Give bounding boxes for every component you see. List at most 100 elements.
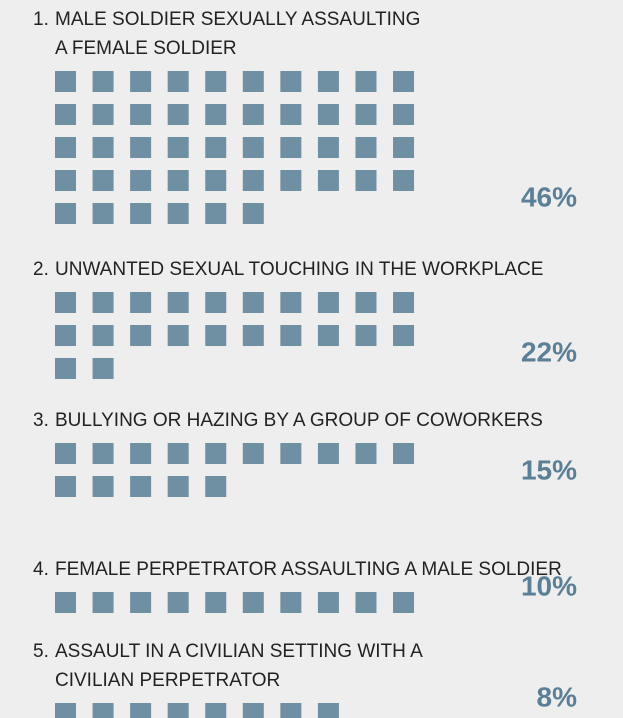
square bbox=[92, 476, 114, 497]
square bbox=[205, 71, 227, 92]
square bbox=[280, 443, 302, 464]
square bbox=[130, 71, 152, 92]
square bbox=[317, 592, 339, 613]
square bbox=[355, 71, 377, 92]
square bbox=[280, 592, 302, 613]
square bbox=[355, 137, 377, 158]
square bbox=[280, 325, 302, 346]
square bbox=[317, 325, 339, 346]
square bbox=[92, 137, 114, 158]
category-label: FEMALE PERPETRATOR ASSAULTING A MALE SOL… bbox=[55, 559, 562, 580]
value-label: 15% bbox=[521, 454, 577, 485]
square bbox=[167, 104, 189, 125]
square bbox=[130, 703, 152, 718]
square bbox=[92, 71, 114, 92]
square bbox=[355, 443, 377, 464]
square bbox=[242, 703, 264, 718]
square bbox=[280, 703, 302, 718]
rank: 4. bbox=[33, 559, 49, 580]
square bbox=[167, 443, 189, 464]
square bbox=[205, 203, 227, 224]
square bbox=[167, 325, 189, 346]
square bbox=[205, 104, 227, 125]
square bbox=[242, 71, 264, 92]
category-label: A FEMALE SOLDIER bbox=[55, 38, 237, 59]
square bbox=[393, 592, 415, 613]
square bbox=[92, 592, 114, 613]
square bbox=[130, 203, 152, 224]
square bbox=[205, 170, 227, 191]
square bbox=[55, 443, 76, 464]
square bbox=[317, 137, 339, 158]
square bbox=[393, 443, 415, 464]
square bbox=[317, 170, 339, 191]
square bbox=[92, 703, 114, 718]
square bbox=[130, 170, 152, 191]
square bbox=[55, 137, 76, 158]
rank: 2. bbox=[33, 259, 49, 280]
square bbox=[242, 292, 264, 313]
square bbox=[393, 104, 415, 125]
square bbox=[242, 325, 264, 346]
square bbox=[130, 292, 152, 313]
square bbox=[205, 292, 227, 313]
square bbox=[242, 443, 264, 464]
square bbox=[92, 170, 114, 191]
square bbox=[92, 358, 114, 379]
square bbox=[242, 203, 264, 224]
square-group bbox=[55, 71, 415, 224]
square bbox=[92, 203, 114, 224]
value-label: 8% bbox=[537, 681, 578, 712]
value-label: 22% bbox=[521, 336, 577, 367]
square bbox=[205, 137, 227, 158]
square bbox=[130, 325, 152, 346]
square bbox=[317, 71, 339, 92]
square bbox=[355, 292, 377, 313]
square bbox=[55, 358, 76, 379]
square bbox=[92, 292, 114, 313]
square bbox=[355, 104, 377, 125]
square bbox=[167, 476, 189, 497]
square bbox=[317, 443, 339, 464]
category-label: ASSAULT IN A CIVILIAN SETTING WITH A bbox=[55, 641, 423, 662]
square bbox=[393, 325, 415, 346]
square bbox=[280, 104, 302, 125]
square bbox=[130, 104, 152, 125]
square bbox=[92, 443, 114, 464]
square bbox=[280, 71, 302, 92]
square bbox=[167, 703, 189, 718]
square bbox=[355, 325, 377, 346]
square bbox=[55, 170, 76, 191]
square bbox=[242, 170, 264, 191]
square bbox=[205, 443, 227, 464]
square-group bbox=[55, 292, 415, 379]
category-label: MALE SOLDIER SEXUALLY ASSAULTING bbox=[55, 9, 420, 30]
square bbox=[355, 592, 377, 613]
rank: 3. bbox=[33, 410, 49, 431]
square bbox=[393, 292, 415, 313]
square bbox=[55, 292, 76, 313]
square bbox=[55, 325, 76, 346]
square bbox=[130, 443, 152, 464]
square bbox=[242, 104, 264, 125]
square bbox=[317, 703, 339, 718]
square bbox=[280, 292, 302, 313]
square bbox=[55, 592, 76, 613]
square bbox=[167, 203, 189, 224]
square bbox=[167, 292, 189, 313]
square bbox=[92, 104, 114, 125]
square bbox=[167, 170, 189, 191]
square bbox=[130, 592, 152, 613]
square bbox=[55, 104, 76, 125]
square bbox=[167, 592, 189, 613]
square bbox=[393, 71, 415, 92]
square bbox=[393, 137, 415, 158]
square bbox=[55, 476, 76, 497]
value-label: 10% bbox=[521, 570, 577, 601]
square bbox=[242, 592, 264, 613]
square bbox=[55, 71, 76, 92]
square bbox=[280, 170, 302, 191]
square-group bbox=[55, 703, 339, 718]
